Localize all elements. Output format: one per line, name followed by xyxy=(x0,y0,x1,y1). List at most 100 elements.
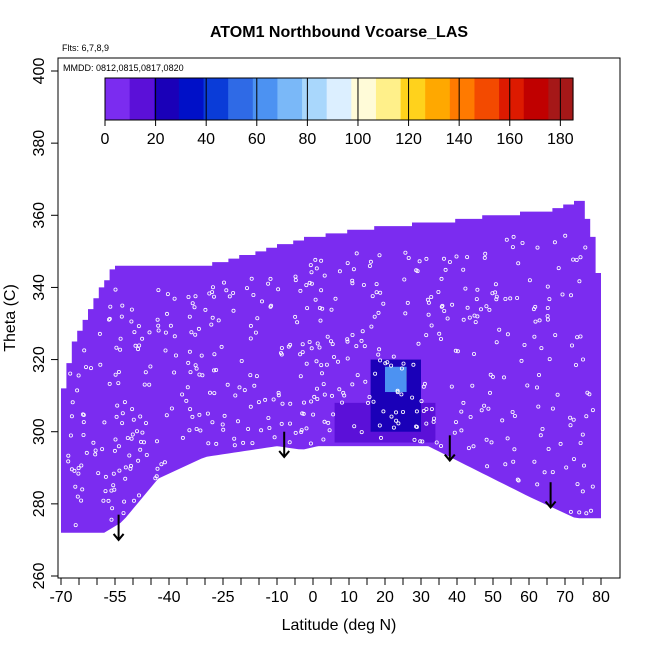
observation-point xyxy=(205,411,210,416)
observation-point xyxy=(319,288,324,293)
observation-point xyxy=(333,296,338,301)
colorbar-swatch xyxy=(178,78,205,120)
observation-point xyxy=(431,419,436,424)
observation-point xyxy=(84,450,89,455)
x-tick-label: -25 xyxy=(211,589,234,606)
observation-point xyxy=(508,296,513,301)
observation-point xyxy=(582,463,587,468)
observation-point xyxy=(369,324,374,329)
observation-point xyxy=(214,367,219,372)
observation-point xyxy=(293,430,298,435)
observation-point xyxy=(367,394,372,399)
observation-point xyxy=(453,420,458,425)
observation-point xyxy=(465,305,470,310)
observation-point xyxy=(76,471,81,476)
observation-point xyxy=(111,471,116,476)
observation-point xyxy=(412,437,417,442)
observation-point xyxy=(307,280,312,285)
observation-point xyxy=(577,510,582,515)
observation-point xyxy=(248,336,253,341)
y-tick-label: 400 xyxy=(31,58,48,85)
x-tick-label: 30 xyxy=(412,589,430,606)
flight-arrows xyxy=(112,431,557,542)
observation-point xyxy=(439,304,444,309)
observation-point xyxy=(250,441,255,446)
observation-point xyxy=(533,319,538,324)
observation-point xyxy=(485,464,490,469)
observation-point xyxy=(550,470,555,475)
observation-point xyxy=(120,421,125,426)
observation-point xyxy=(501,375,506,380)
observation-point xyxy=(172,296,177,301)
observation-point xyxy=(337,387,342,392)
observation-point xyxy=(378,290,383,295)
observation-point xyxy=(318,318,323,323)
observation-point xyxy=(315,396,320,401)
observation-point xyxy=(312,394,317,399)
observation-point xyxy=(486,406,491,411)
observation-point xyxy=(212,352,217,357)
observation-point xyxy=(426,312,431,317)
observation-point xyxy=(132,330,137,335)
observation-point xyxy=(309,270,314,275)
observation-point xyxy=(361,282,366,287)
observation-point xyxy=(219,344,224,349)
observation-point xyxy=(325,334,330,339)
observation-point xyxy=(308,441,313,446)
observation-point xyxy=(186,294,191,299)
observation-point xyxy=(560,292,565,297)
observation-point xyxy=(424,333,429,338)
observation-point xyxy=(414,268,419,273)
observation-point xyxy=(500,418,505,423)
observation-point xyxy=(493,282,498,287)
observation-point xyxy=(535,245,540,250)
observation-point xyxy=(214,441,219,446)
observation-point xyxy=(555,392,560,397)
observation-point xyxy=(114,345,119,350)
observation-point xyxy=(76,466,81,471)
observation-point xyxy=(459,428,464,433)
observation-point xyxy=(385,360,390,365)
observation-point xyxy=(494,297,499,302)
observation-point xyxy=(197,372,202,377)
observation-point xyxy=(156,323,161,328)
colorbar-tick-label: 40 xyxy=(197,131,215,148)
observation-point xyxy=(248,323,253,328)
observation-point xyxy=(209,322,214,327)
observation-point xyxy=(210,290,215,295)
observation-point xyxy=(155,466,160,471)
observation-point xyxy=(133,343,138,348)
observation-point xyxy=(266,281,271,286)
observation-point xyxy=(467,315,472,320)
observation-point xyxy=(449,384,454,389)
observation-point xyxy=(329,307,334,312)
observation-point xyxy=(216,318,221,323)
observation-point xyxy=(244,286,249,291)
observation-point xyxy=(335,359,340,364)
observation-point xyxy=(319,371,324,376)
observation-point xyxy=(547,297,552,302)
observation-point xyxy=(268,276,273,281)
observation-point xyxy=(351,267,356,272)
observation-point xyxy=(109,488,114,493)
observation-point xyxy=(540,426,545,431)
x-tick-label: 10 xyxy=(340,589,358,606)
observation-point xyxy=(399,366,404,371)
observation-point xyxy=(414,409,419,414)
observation-point xyxy=(424,407,429,412)
observation-point xyxy=(300,411,305,416)
observation-point xyxy=(319,258,324,263)
observation-point xyxy=(193,363,198,368)
observation-point xyxy=(568,509,573,514)
observation-point xyxy=(367,263,372,268)
observation-point xyxy=(109,517,114,522)
observation-point xyxy=(118,347,123,352)
observation-point xyxy=(391,354,396,359)
observation-point xyxy=(331,412,336,417)
observation-point xyxy=(252,383,257,388)
observation-point xyxy=(350,281,355,286)
observation-point xyxy=(231,308,236,313)
observation-point xyxy=(584,511,589,516)
observation-point xyxy=(317,345,322,350)
observation-point xyxy=(114,414,119,419)
